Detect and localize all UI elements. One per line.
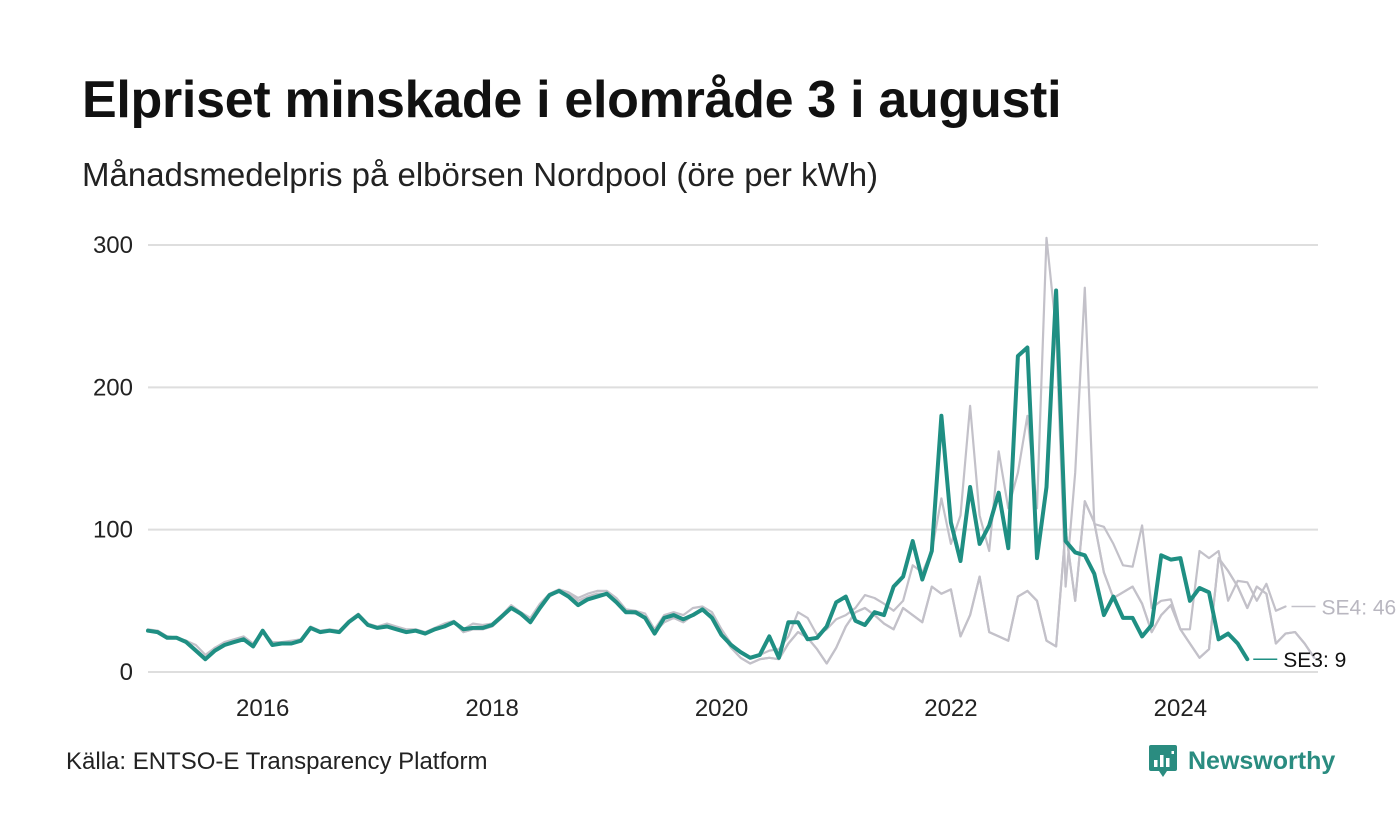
series-lines (146, 236, 1316, 665)
chart-subtitle: Månadsmedelpris på elbörsen Nordpool (ör… (82, 156, 879, 193)
series-end-label-se3: SE3: 9 (1283, 649, 1346, 672)
source-note: Källa: ENTSO-E Transparency Platform (66, 748, 488, 775)
newsworthy-logo: Newsworthy (1148, 744, 1335, 778)
y-tick-label: 300 (93, 232, 133, 259)
newsworthy-logo-icon (1149, 745, 1177, 777)
x-tick-label: 2024 (1154, 695, 1207, 722)
y-tick-label: 100 (93, 517, 133, 544)
series-line-se4 (146, 236, 1287, 659)
x-tick-label: 2020 (695, 695, 748, 722)
y-tick-label: 0 (120, 659, 133, 686)
series-end-labels: SE4: 46 SE3: 9 (1253, 597, 1397, 672)
x-tick-label: 2018 (465, 695, 518, 722)
series-line-se3 (146, 288, 1250, 662)
newsworthy-logo-text: Newsworthy (1188, 746, 1336, 775)
x-tick-label: 2022 (924, 695, 977, 722)
gridlines (148, 244, 1318, 673)
y-axis-ticks: 0 100 200 300 (93, 232, 133, 686)
series-end-label-se4: SE4: 46 (1322, 597, 1397, 620)
x-tick-label: 2016 (236, 695, 289, 722)
series-line-se2 (146, 500, 1316, 665)
y-tick-label: 200 (93, 374, 133, 401)
series-line-se1 (146, 500, 1316, 665)
x-axis-ticks: 2016 2018 2020 2022 2024 (236, 695, 1207, 722)
chart-title: Elpriset minskade i elområde 3 i augusti (82, 71, 1062, 129)
